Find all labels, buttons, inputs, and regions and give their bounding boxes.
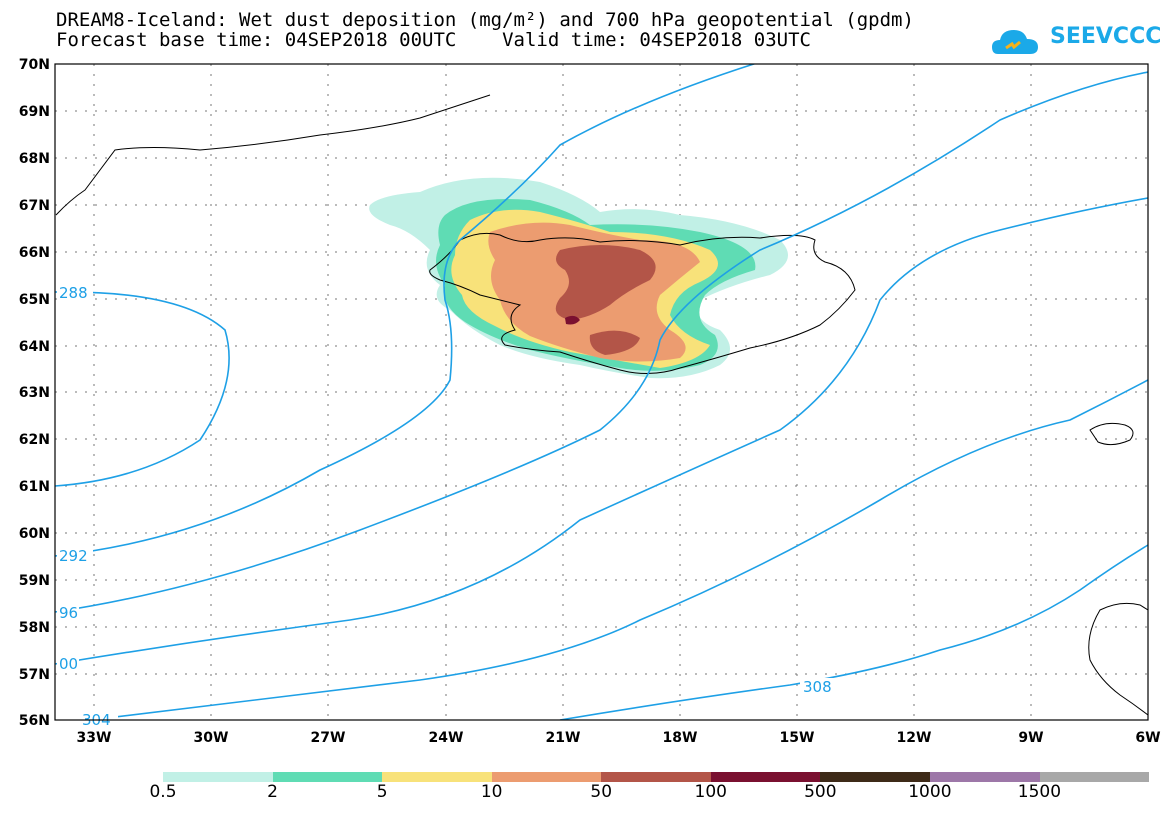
lon-label: 18W <box>663 730 698 746</box>
legend-label: 500 <box>804 782 837 802</box>
legend-label: 0.5 <box>149 782 177 802</box>
lon-label: 30W <box>194 730 229 746</box>
legend-swatch <box>929 772 1040 782</box>
contour-label-288: 288 <box>59 284 88 302</box>
longitude-axis: 33W 30W 27W 24W 21W 18W 15W 12W 9W 6W <box>77 730 1161 746</box>
lat-label: 70N <box>19 57 50 73</box>
chart-title: DREAM8-Iceland: Wet dust deposition (mg/… <box>56 9 914 31</box>
legend-label: 1000 <box>908 782 952 802</box>
legend-swatch <box>601 772 711 782</box>
contour-label-300: 00 <box>59 655 78 673</box>
lon-label: 27W <box>311 730 346 746</box>
cloud-logo-icon <box>992 30 1038 54</box>
lat-label: 57N <box>19 667 50 683</box>
legend-swatch <box>382 772 492 782</box>
lat-label: 64N <box>19 339 50 355</box>
contour-label-292: 292 <box>59 547 88 565</box>
map-frame-bg <box>55 64 1148 720</box>
lon-label: 15W <box>780 730 815 746</box>
lon-label: 33W <box>77 730 112 746</box>
lat-label: 67N <box>19 198 50 214</box>
color-legend <box>163 772 1150 782</box>
lat-label: 61N <box>19 479 50 495</box>
legend-label: 5 <box>376 782 388 802</box>
latitude-axis: 70N 69N 68N 67N 66N 65N 64N 63N 62N 61N … <box>19 57 50 729</box>
lat-label: 56N <box>19 713 50 729</box>
dust-deposition-field <box>369 177 788 379</box>
graticule <box>55 64 1148 720</box>
contour-labels: 288 292 96 00 304 308 <box>57 284 838 729</box>
contour-label-296: 96 <box>59 604 78 622</box>
legend-label: 100 <box>694 782 727 802</box>
lat-label: 69N <box>19 104 50 120</box>
lat-label: 58N <box>19 620 50 636</box>
lat-label: 62N <box>19 432 50 448</box>
legend-swatch <box>272 772 383 782</box>
geopotential-contours <box>55 64 1148 720</box>
legend-swatch <box>820 772 930 782</box>
lat-label: 68N <box>19 151 50 167</box>
coastline <box>55 94 1148 716</box>
logo-text: SEEVCCC <box>1050 24 1162 49</box>
legend-label: 1500 <box>1017 782 1062 802</box>
lon-label: 6W <box>1135 730 1160 746</box>
lat-label: 59N <box>19 573 50 589</box>
lat-label: 65N <box>19 292 50 308</box>
legend-swatch <box>491 772 602 782</box>
lat-label: 60N <box>19 526 50 542</box>
chart-subtitle: Forecast base time: 04SEP2018 00UTC Vali… <box>56 29 811 51</box>
legend-label: 2 <box>267 782 278 802</box>
lat-label: 63N <box>19 385 50 401</box>
legend-swatch <box>710 772 821 782</box>
legend-swatch <box>163 772 273 782</box>
legend-label: 50 <box>590 782 613 802</box>
map-frame <box>54 63 1149 721</box>
lon-label: 21W <box>546 730 581 746</box>
lon-label: 9W <box>1018 730 1043 746</box>
contour-label-308: 308 <box>803 678 832 696</box>
lat-label: 66N <box>19 245 50 261</box>
lon-label: 12W <box>897 730 932 746</box>
legend-label: 10 <box>480 782 503 802</box>
legend-swatch <box>1039 772 1150 782</box>
lon-label: 24W <box>429 730 464 746</box>
